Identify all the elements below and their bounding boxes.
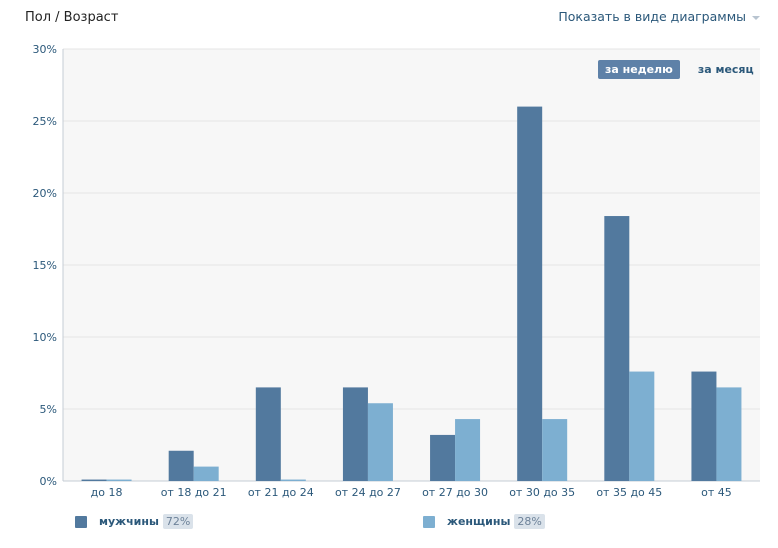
y-tick-label: 5% xyxy=(40,403,57,416)
bar-female xyxy=(542,419,568,481)
bar-male xyxy=(342,387,368,481)
month-button[interactable]: за месяц xyxy=(697,63,754,76)
bar-female xyxy=(455,419,481,481)
bar-female xyxy=(367,403,393,481)
bar-female xyxy=(629,371,655,481)
bar-female xyxy=(280,479,306,481)
x-tick-label: от 45 xyxy=(701,486,732,499)
y-tick-label: 0% xyxy=(40,475,57,488)
bar-male xyxy=(604,216,630,482)
bar-female xyxy=(716,387,742,481)
x-tick-label: от 21 до 24 xyxy=(248,486,314,499)
legend-label-female: женщины xyxy=(447,515,511,528)
bar-female xyxy=(106,479,132,481)
legend-label-male: мужчины xyxy=(99,515,159,528)
x-tick-label: от 30 до 35 xyxy=(509,486,575,499)
period-switcher: за неделю за месяц xyxy=(598,60,754,79)
legend-percent-male: 72% xyxy=(162,514,194,529)
bar-male xyxy=(81,479,107,481)
page-title: Пол / Возраст xyxy=(25,10,119,25)
x-tick-label: от 27 до 30 xyxy=(422,486,488,499)
bar-male xyxy=(691,371,717,481)
view-toggle-label: Показать в виде диаграммы xyxy=(558,9,746,24)
legend-swatch-female xyxy=(423,515,435,528)
chevron-down-icon xyxy=(752,15,760,20)
bar-female xyxy=(193,466,219,481)
y-tick-label: 20% xyxy=(33,187,57,200)
y-tick-label: 15% xyxy=(33,259,57,272)
show-as-diagram-link[interactable]: Показать в виде диаграммы xyxy=(558,9,760,24)
bar-male xyxy=(430,434,456,481)
bar-male xyxy=(168,450,194,481)
y-tick-label: 30% xyxy=(33,43,57,56)
x-tick-label: от 18 до 21 xyxy=(161,486,227,499)
bar-male xyxy=(255,387,281,481)
x-tick-label: от 35 до 45 xyxy=(596,486,662,499)
legend-percent-female: 28% xyxy=(514,514,545,529)
x-tick-label: от 24 до 27 xyxy=(335,486,401,499)
legend-swatch-male xyxy=(75,515,87,528)
legend-item-male[interactable]: мужчины 72% xyxy=(75,514,194,529)
x-tick-label: до 18 xyxy=(91,486,123,499)
bar-male xyxy=(517,106,543,481)
y-tick-label: 25% xyxy=(33,115,57,128)
y-tick-label: 10% xyxy=(33,331,57,344)
week-button[interactable]: за неделю xyxy=(598,60,680,79)
legend-item-female[interactable]: женщины 28% xyxy=(423,514,545,529)
